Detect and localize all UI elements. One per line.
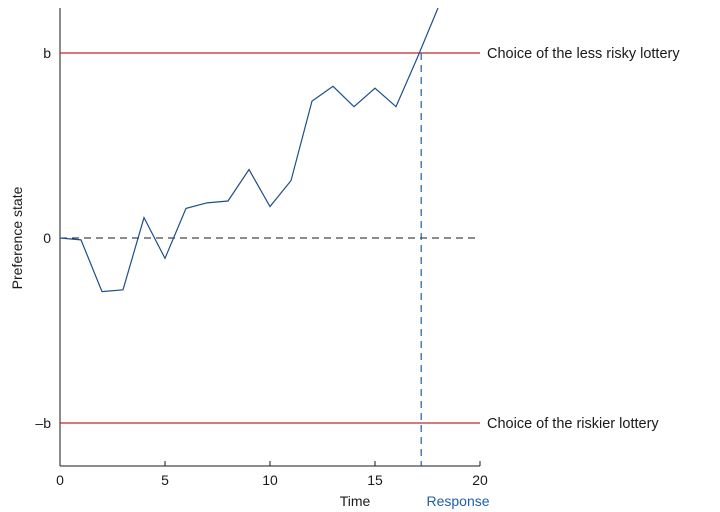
threshold-lines: Choice of the less risky lottery Choice o… — [60, 46, 680, 432]
x-tick-label: 5 — [161, 472, 169, 488]
y-tick-label: –b — [35, 415, 51, 431]
x-tick-label: 20 — [472, 472, 488, 488]
threshold-label: Choice of the riskier lottery — [487, 416, 659, 432]
y-axis-label: Preference state — [9, 186, 25, 289]
x-axis-label: Time — [340, 493, 371, 509]
x-tick-label: 0 — [56, 472, 64, 488]
y-tick-label: b — [43, 45, 51, 61]
x-ticks: 0 5 10 15 20 — [56, 461, 488, 488]
x-tick-label: 10 — [262, 472, 278, 488]
threshold-label: Choice of the less risky lottery — [487, 46, 680, 62]
preference-trajectory-line — [59, 7, 439, 293]
preference-points — [59, 7, 439, 292]
x-tick-label: 15 — [367, 472, 383, 488]
response-label: Response — [426, 493, 489, 509]
axes — [59, 8, 480, 467]
y-tick-label: 0 — [43, 230, 51, 246]
